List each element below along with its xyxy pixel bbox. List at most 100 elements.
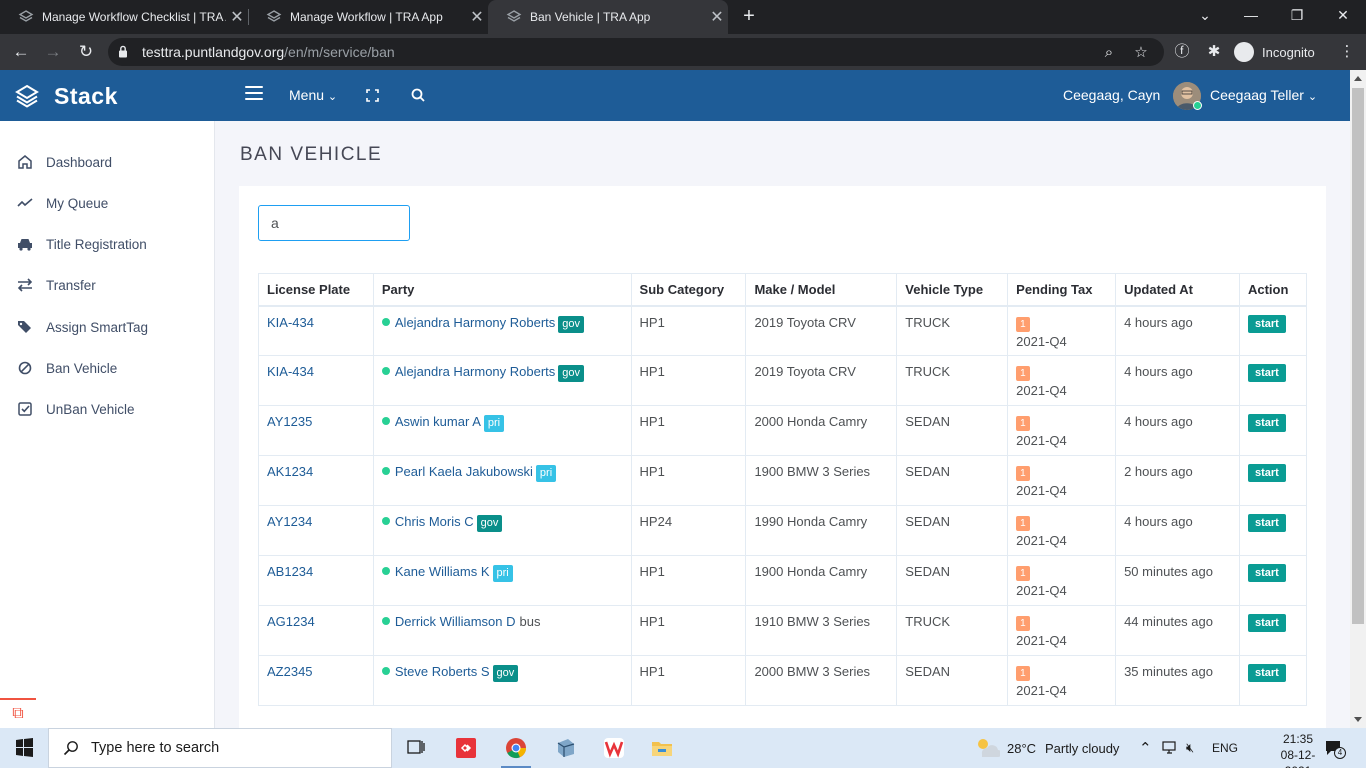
fullscreen-icon[interactable] (366, 89, 379, 102)
stack-logo-icon[interactable] (14, 83, 40, 109)
search-icon[interactable] (411, 88, 425, 102)
close-tab-icon[interactable]: ✕ (710, 9, 724, 26)
party-cell: Alejandra Harmony Roberts gov (372, 305, 632, 356)
start-button[interactable]: start (1247, 464, 1286, 482)
start-button[interactable]: start (1247, 364, 1286, 382)
chevron-down-icon[interactable]: ⌄ (1199, 7, 1211, 23)
sidebar-item-dashboard[interactable]: Dashboard (0, 147, 215, 177)
close-tab-icon[interactable]: ✕ (230, 9, 244, 26)
wps-office-app-icon[interactable] (595, 732, 633, 764)
sidebar-item-assign-smarttag[interactable]: Assign SmartTag (0, 312, 215, 342)
party-status-dot (381, 617, 390, 625)
sidebar-item-my-queue[interactable]: My Queue (0, 188, 215, 218)
start-button[interactable]: start (1247, 564, 1286, 582)
file-explorer-app-icon[interactable] (643, 732, 681, 764)
sidebar-item-ban-vehicle[interactable]: Ban Vehicle (0, 353, 215, 383)
minimize-icon[interactable]: — (1244, 7, 1258, 23)
brand-name[interactable]: Stack (54, 83, 118, 109)
party-link[interactable]: Chris Moris C (394, 514, 474, 529)
start-button[interactable]: start (1247, 414, 1286, 432)
license-plate-cell: KIA-434 (258, 355, 374, 406)
vehicle-type-cell: SEDAN (896, 655, 1009, 706)
notification-center-icon[interactable]: 4 (1324, 739, 1346, 759)
party-link[interactable]: Alejandra Harmony Roberts (394, 364, 556, 379)
task-view-icon[interactable] (397, 732, 435, 764)
restore-icon[interactable]: ❐ (1290, 7, 1304, 23)
extensions-puzzle-icon[interactable]: ✱ (1207, 43, 1221, 60)
license-plate-link[interactable]: AK1234 (267, 464, 314, 479)
reload-icon[interactable]: ↻ (78, 42, 94, 61)
license-plate-link[interactable]: KIA-434 (267, 314, 314, 330)
browser-tab-workflow-checklist[interactable]: Manage Workflow Checklist | TRA App ✕ (0, 0, 248, 34)
license-plate-link[interactable]: KIA-434 (267, 364, 314, 379)
bookmark-star-icon[interactable]: ☆ (1134, 44, 1148, 61)
license-plate-link[interactable]: AG1234 (267, 614, 315, 629)
sidebar-item-unban-vehicle[interactable]: UnBan Vehicle (0, 394, 215, 424)
license-plate-link[interactable]: AY1235 (267, 414, 313, 429)
page-scrollbar[interactable] (1350, 70, 1366, 728)
language-indicator[interactable]: ENG (1212, 741, 1239, 755)
make-model-cell: 1900 Honda Camry (745, 555, 898, 606)
zoom-search-icon[interactable]: ⌕ (1104, 44, 1114, 61)
forward-arrow-icon[interactable]: → (44, 42, 62, 61)
party-link[interactable]: Aswin kumar A (394, 414, 481, 429)
pending-tax-count-badge: 1 (1016, 366, 1030, 381)
license-plate-link[interactable]: AY1234 (267, 514, 313, 529)
vehicle-type-cell: SEDAN (896, 555, 1009, 606)
windows-start-icon[interactable] (0, 728, 48, 768)
laravel-debug-icon[interactable]: ⧉ (0, 698, 36, 728)
chevron-up-icon[interactable]: ⌃ (1139, 740, 1152, 757)
column-header-sub-category[interactable]: Sub Category (630, 273, 747, 307)
scrollbar-thumb[interactable] (1352, 88, 1364, 624)
chrome-app-icon[interactable] (497, 732, 535, 768)
start-button[interactable]: start (1247, 514, 1286, 532)
incognito-indicator[interactable]: Incognito (1234, 39, 1315, 65)
browser-menu-kebab-icon[interactable]: ⋮ (1339, 43, 1355, 60)
column-header-pending-tax[interactable]: Pending Tax (1007, 273, 1117, 307)
start-button[interactable]: start (1247, 614, 1286, 632)
network-icon[interactable] (1162, 740, 1178, 756)
back-arrow-icon[interactable]: ← (12, 42, 30, 61)
weather-partly-cloudy-icon[interactable] (974, 736, 1000, 758)
scroll-down-arrow-icon[interactable] (1354, 717, 1362, 722)
party-status-dot (381, 667, 390, 675)
url-host: testtra.puntlandgov.org (142, 44, 285, 60)
virtualbox-app-icon[interactable] (547, 732, 585, 764)
new-tab-plus-icon[interactable]: + (743, 5, 755, 27)
incognito-label: Incognito (1262, 44, 1315, 60)
start-button[interactable]: start (1247, 314, 1286, 333)
browser-tab-workflow[interactable]: Manage Workflow | TRA App ✕ (248, 0, 488, 34)
hamburger-menu-icon[interactable] (245, 86, 263, 102)
close-window-icon[interactable]: ✕ (1337, 7, 1349, 23)
menu-dropdown[interactable]: Menu ⌄ (289, 87, 337, 103)
column-header-updated-at[interactable]: Updated At (1115, 273, 1240, 307)
system-clock[interactable]: 21:35 08-12-2021 (1274, 731, 1322, 768)
scroll-up-arrow-icon[interactable] (1354, 76, 1362, 81)
party-link[interactable]: Pearl Kaela Jakubowski (394, 464, 533, 479)
action-cell: start (1238, 655, 1308, 706)
sub-category-cell: HP1 (630, 305, 747, 356)
sidebar-item-transfer[interactable]: Transfer (0, 270, 215, 300)
license-plate-link[interactable]: AB1234 (267, 564, 314, 579)
license-plate-link[interactable]: AZ2345 (267, 664, 313, 679)
browser-tab-ban-vehicle[interactable]: Ban Vehicle | TRA App ✕ (488, 0, 728, 34)
taskbar-search-box[interactable]: Type here to search (48, 728, 392, 768)
party-link[interactable]: Kane Williams K (394, 564, 490, 579)
party-link[interactable]: Alejandra Harmony Roberts (394, 314, 556, 330)
search-input[interactable] (258, 205, 410, 241)
git-app-icon[interactable] (447, 732, 485, 764)
party-link[interactable]: Steve Roberts S (394, 664, 490, 679)
close-tab-icon[interactable]: ✕ (470, 9, 484, 26)
url-omnibox[interactable]: testtra.puntlandgov.org/en/m/service/ban… (108, 38, 1164, 66)
sidebar-item-title-registration[interactable]: Title Registration (0, 229, 215, 259)
table-header-row: License Plate Party Sub Category Make / … (258, 273, 1308, 307)
volume-muted-icon[interactable]: 🔇︎ (1186, 740, 1195, 755)
extension-bolt-icon[interactable]: ⓕ (1174, 43, 1190, 60)
column-header-party[interactable]: Party (372, 273, 632, 307)
column-header-make-model[interactable]: Make / Model (745, 273, 898, 307)
party-link[interactable]: Derrick Williamson D (394, 614, 516, 629)
column-header-vehicle-type[interactable]: Vehicle Type (896, 273, 1009, 307)
start-button[interactable]: start (1247, 664, 1286, 682)
user-role-dropdown[interactable]: Ceegaag Teller ⌄ (1210, 87, 1317, 103)
column-header-license-plate[interactable]: License Plate (258, 273, 374, 307)
